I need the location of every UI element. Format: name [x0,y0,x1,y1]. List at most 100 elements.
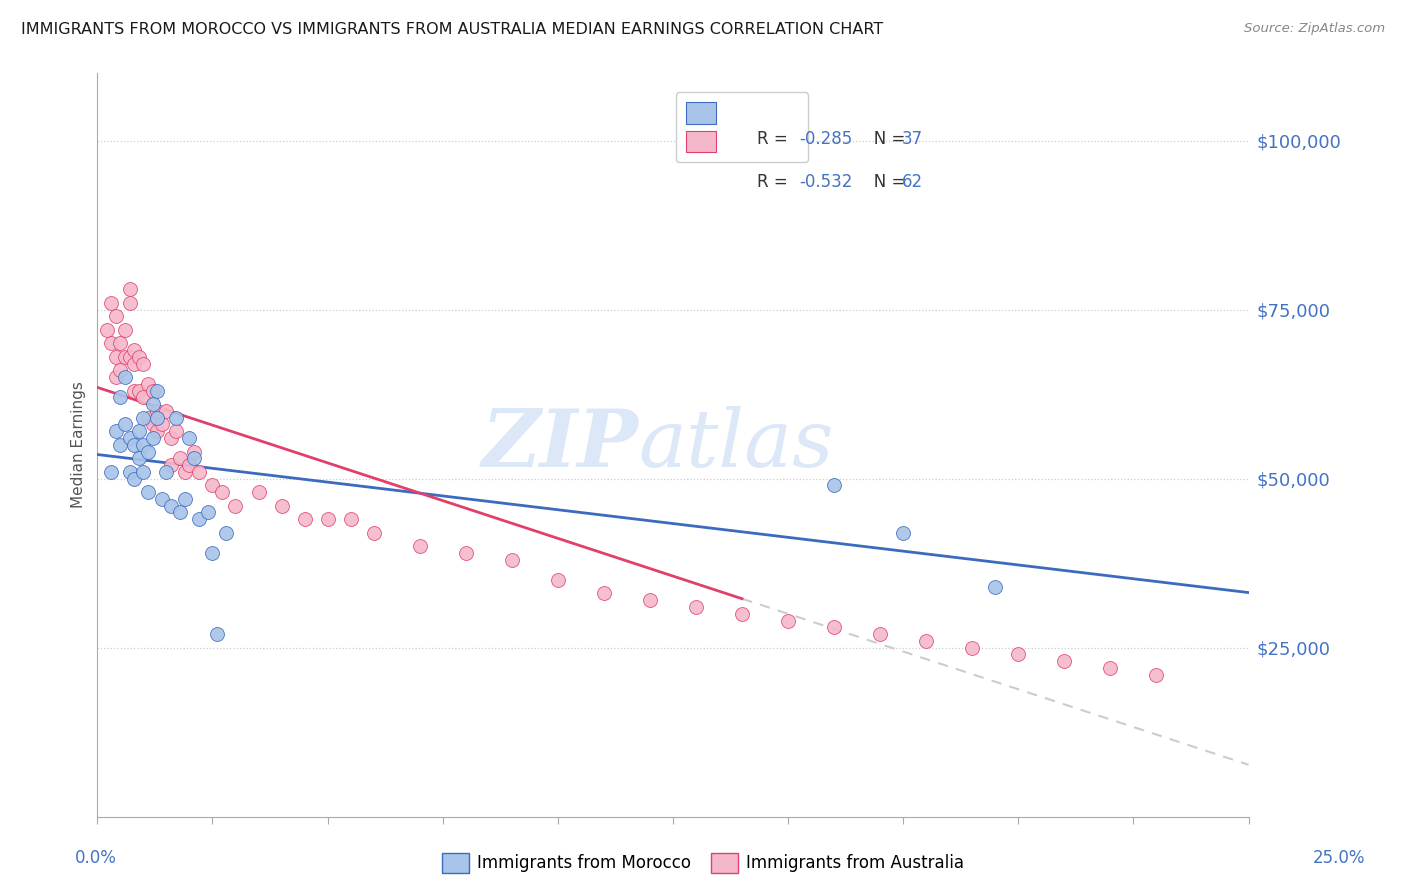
Text: atlas: atlas [638,406,834,483]
Point [122,471,145,485]
Point [132,357,155,371]
Point [122,384,145,398]
Point [118,350,141,364]
Point [110,391,132,405]
Text: Source: ZipAtlas.com: Source: ZipAtlas.com [1244,22,1385,36]
Point [96,323,118,337]
Point [110,336,132,351]
Point [146,410,169,425]
Point [270,499,292,513]
Point [201,478,224,492]
Point [118,465,141,479]
Point [547,573,569,587]
Point [1053,654,1076,668]
Point [409,539,432,553]
Point [984,580,1007,594]
Point [165,424,187,438]
Point [150,417,173,432]
Point [201,546,224,560]
Point [731,607,754,621]
Point [136,485,159,500]
Point [128,384,150,398]
Point [100,336,122,351]
Point [100,295,122,310]
Point [363,525,385,540]
Text: 37: 37 [901,130,922,148]
Point [173,465,195,479]
Point [685,599,707,614]
Point [142,397,165,411]
Text: IMMIGRANTS FROM MOROCCO VS IMMIGRANTS FROM AUSTRALIA MEDIAN EARNINGS CORRELATION: IMMIGRANTS FROM MOROCCO VS IMMIGRANTS FR… [21,22,883,37]
Point [104,424,127,438]
Point [132,391,155,405]
Point [136,444,159,458]
Text: N =: N = [858,130,911,148]
Point [183,444,205,458]
Point [593,586,616,600]
Point [891,525,914,540]
Text: 0.0%: 0.0% [75,849,117,867]
Point [294,512,316,526]
Point [136,410,159,425]
Point [962,640,984,655]
Point [155,465,177,479]
Point [160,431,183,445]
Point [501,552,523,566]
Point [146,384,169,398]
Point [122,343,145,358]
Point [638,593,661,607]
Point [118,282,141,296]
Point [173,491,195,506]
Point [179,458,201,472]
Text: -0.532: -0.532 [799,173,852,191]
Point [155,404,177,418]
Legend: Immigrants from Morocco, Immigrants from Australia: Immigrants from Morocco, Immigrants from… [436,847,970,880]
Point [122,438,145,452]
Point [187,465,209,479]
Point [132,410,155,425]
Point [110,363,132,377]
Point [205,627,228,641]
Point [132,465,155,479]
Point [165,410,187,425]
Point [1007,648,1029,662]
Point [211,485,233,500]
Point [823,620,845,634]
Point [142,431,165,445]
Point [778,614,800,628]
Point [1146,667,1168,681]
Point [915,633,938,648]
Point [339,512,361,526]
Point [160,499,183,513]
Point [823,478,845,492]
Y-axis label: Median Earnings: Median Earnings [72,381,86,508]
Point [160,458,183,472]
Point [128,350,150,364]
Point [197,505,219,519]
Point [150,491,173,506]
Legend: dummy1, dummy2: dummy1, dummy2 [676,93,808,162]
Point [104,370,127,384]
Point [136,376,159,391]
Point [146,404,169,418]
Text: R =: R = [756,130,793,148]
Point [215,525,238,540]
Point [118,431,141,445]
Point [224,499,246,513]
Point [114,350,136,364]
Point [869,627,891,641]
Point [114,323,136,337]
Point [1099,661,1122,675]
Point [183,451,205,466]
Point [142,417,165,432]
Point [132,438,155,452]
Text: 62: 62 [901,173,922,191]
Point [179,431,201,445]
Text: 25.0%: 25.0% [1312,849,1365,867]
Point [110,438,132,452]
Text: N =: N = [858,173,911,191]
Point [114,417,136,432]
Point [316,512,339,526]
Point [118,295,141,310]
Point [169,505,191,519]
